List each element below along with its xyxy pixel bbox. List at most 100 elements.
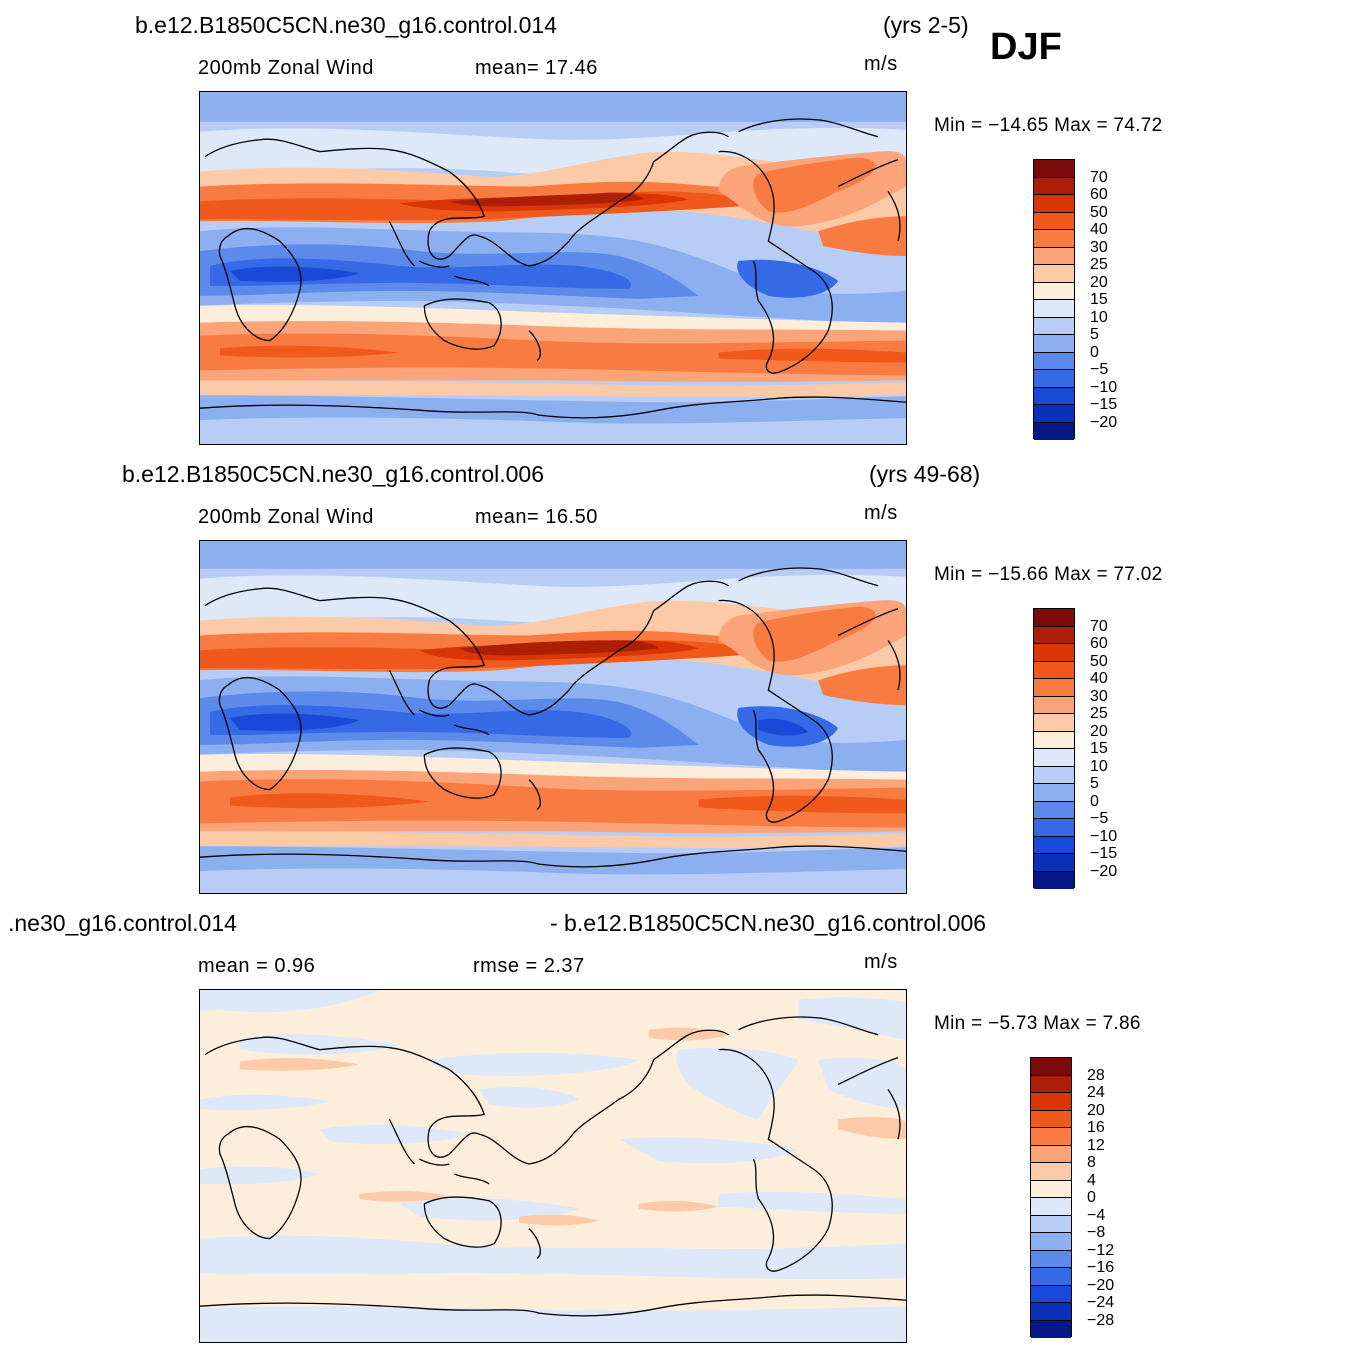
panel2-years: (yrs 49-68) [869,461,981,487]
colorbar-tick-label: −4 [1087,1206,1106,1224]
colorbar-tick-label: −10 [1090,378,1118,396]
colorbar-tick-label: 25 [1090,256,1108,273]
colorbar-swatch [1031,1303,1071,1321]
colorbar-tick-label: 16 [1087,1119,1105,1136]
colorbar-tick-label: −12 [1087,1241,1115,1259]
colorbar-tick-label: 5 [1090,326,1099,343]
colorbar-swatch [1034,661,1074,679]
colorbar-tick-label: 40 [1090,670,1108,687]
colorbar-tick-label: 20 [1090,273,1108,291]
colorbar-swatch [1034,714,1074,732]
colorbar-swatch [1031,1145,1071,1163]
colorbar-swatch [1034,626,1074,644]
colorbar-tick-label: −28 [1087,1311,1115,1329]
colorbar-swatch [1034,696,1074,714]
panel2-mean: mean= 16.50 [475,506,598,528]
panel3-minmax: Min = −5.73 Max = 7.86 [934,1013,1141,1034]
colorbar-tick-label: −20 [1090,862,1118,880]
colorbar-tick-label: 10 [1090,757,1108,775]
panel1-years: (yrs 2-5) [883,12,969,38]
colorbar-tick-label: 25 [1090,705,1108,722]
colorbar-swatch [1034,300,1074,318]
colorbar-swatch [1034,282,1074,300]
colorbar-swatch [1034,644,1074,662]
panel1-units: m/s [864,53,898,75]
colorbar-tick-label: 20 [1090,722,1108,740]
colorbar-tick-label: −8 [1087,1224,1106,1241]
panel2-variable: 200mb Zonal Wind [198,506,374,528]
panel3-units: m/s [864,951,898,973]
colorbar-swatch [1034,819,1074,837]
colorbar-swatch [1034,317,1074,335]
colorbar-swatch [1034,335,1074,353]
colorbar-swatch [1031,1268,1071,1286]
panel1-map [199,91,907,445]
colorbar-tick-label: 30 [1090,238,1108,256]
panel3-case-left: .ne30_g16.control.014 [8,910,237,936]
colorbar-swatch [1031,1058,1071,1076]
colorbar-tick-label: 70 [1090,617,1108,635]
colorbar-tick-label: 70 [1090,168,1108,186]
colorbar-swatch [1031,1285,1071,1303]
colorbar-swatch [1034,871,1074,889]
colorbar-tick-label: 5 [1090,775,1099,792]
panel2-colorbar [1033,608,1075,889]
colorbar-swatch [1034,352,1074,370]
colorbar-swatch [1034,422,1074,440]
colorbar-tick-label: 28 [1087,1066,1105,1084]
colorbar-swatch [1034,230,1074,248]
panel1-minmax: Min = −14.65 Max = 74.72 [934,115,1163,136]
colorbar-swatch [1031,1180,1071,1198]
colorbar-tick-label: 24 [1087,1084,1105,1101]
colorbar-tick-label: 30 [1090,687,1108,705]
colorbar-swatch [1031,1093,1071,1111]
colorbar-swatch [1034,265,1074,283]
colorbar-tick-label: 50 [1090,203,1108,221]
colorbar-swatch [1034,387,1074,405]
colorbar-swatch [1034,749,1074,767]
season-label: DJF [990,26,1062,68]
colorbar-swatch [1031,1320,1071,1338]
colorbar-tick-label: −24 [1087,1294,1115,1311]
colorbar-swatch [1031,1250,1071,1268]
colorbar-swatch [1034,177,1074,195]
panel3-mean: mean = 0.96 [198,955,316,977]
panel1-variable: 200mb Zonal Wind [198,57,374,79]
colorbar-tick-label: −5 [1090,361,1109,378]
colorbar-swatch [1031,1233,1071,1251]
colorbar-swatch [1031,1128,1071,1146]
colorbar-swatch [1034,160,1074,178]
panel3-case-right: - b.e12.B1850C5CN.ne30_g16.control.006 [550,910,987,936]
panel2-minmax: Min = −15.66 Max = 77.02 [934,564,1163,585]
colorbar-tick-label: 0 [1090,792,1099,810]
colorbar-tick-label: −15 [1090,396,1118,413]
colorbar-swatch [1031,1163,1071,1181]
panel1-case-title: b.e12.B1850C5CN.ne30_g16.control.014 [135,12,557,38]
colorbar-swatch [1034,801,1074,819]
panel2-map [199,540,907,894]
colorbar-tick-label: 20 [1087,1101,1105,1119]
colorbar-swatch [1031,1198,1071,1216]
panel2-coastlines [200,567,906,868]
colorbar-swatch [1034,247,1074,265]
colorbar-tick-label: 60 [1090,186,1108,203]
panel2-units: m/s [864,502,898,524]
panel1-colorbar [1033,159,1075,440]
panel3-rmse: rmse = 2.37 [473,955,585,977]
colorbar-swatch [1034,784,1074,802]
colorbar-tick-label: 60 [1090,635,1108,652]
colorbar-swatch [1034,679,1074,697]
panel1-mean: mean= 17.46 [475,57,598,79]
colorbar-swatch [1034,195,1074,213]
colorbar-tick-label: 50 [1090,652,1108,670]
colorbar-tick-label: −20 [1087,1276,1115,1294]
colorbar-swatch [1031,1110,1071,1128]
panel3-coastlines [200,1016,906,1317]
colorbar-swatch [1031,1215,1071,1233]
colorbar-swatch [1034,370,1074,388]
colorbar-swatch [1034,766,1074,784]
colorbar-swatch [1031,1075,1071,1093]
colorbar-swatch [1034,212,1074,230]
panel2-case-title: b.e12.B1850C5CN.ne30_g16.control.006 [122,461,544,487]
colorbar-tick-label: −15 [1090,845,1118,862]
